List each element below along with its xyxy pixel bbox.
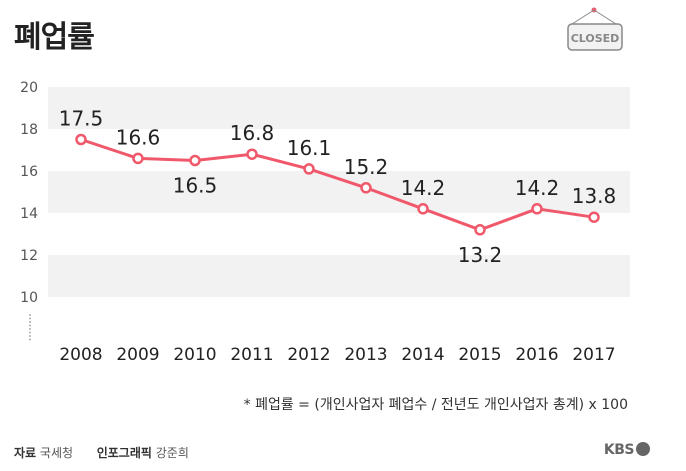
axis-break-dot xyxy=(29,321,31,323)
x-tick-label: 2008 xyxy=(59,345,102,365)
series-line xyxy=(79,138,596,232)
chart-title: 폐업률 xyxy=(14,20,95,55)
source-value: 국세청 xyxy=(39,446,74,460)
axis-break-dot xyxy=(29,338,31,341)
axis-break-dot xyxy=(29,335,31,337)
closed-sign-icon: CLOSED xyxy=(567,7,623,51)
x-tick-label: 2016 xyxy=(515,345,558,365)
background-bands xyxy=(48,87,630,297)
band xyxy=(48,87,630,129)
band xyxy=(48,255,630,297)
graphic-value: 강준희 xyxy=(155,446,189,460)
data-label: 13.2 xyxy=(458,243,503,267)
x-tick-label: 2012 xyxy=(287,345,330,365)
kbs-logo: KBS xyxy=(604,442,650,458)
data-label: 13.8 xyxy=(572,184,617,208)
x-axis-ticks: 2008 2009 2010 2011 2012 2013 2014 2015 2016 2017 xyxy=(59,345,615,365)
x-tick-label: 2011 xyxy=(230,345,273,365)
y-axis-ticks: 20 18 16 14 12 10 xyxy=(20,80,38,306)
closed-sign-text: CLOSED xyxy=(571,32,620,45)
data-point xyxy=(303,163,315,175)
y-tick-label: 10 xyxy=(20,290,38,306)
data-point xyxy=(417,203,429,215)
x-tick-label: 2009 xyxy=(116,345,159,365)
axis-break-dot xyxy=(29,317,31,320)
data-points xyxy=(75,133,600,236)
data-label: 14.2 xyxy=(515,176,560,200)
x-tick-label: 2017 xyxy=(572,345,615,365)
axis-break-dot xyxy=(29,324,31,327)
data-point xyxy=(75,133,87,146)
data-label: 14.2 xyxy=(401,176,446,200)
kbs-logo-dot-icon xyxy=(636,442,650,456)
y-tick-label: 12 xyxy=(20,248,38,264)
line-chart: 20 18 16 14 12 10 2008 2009 2010 2011 2012 2013 201… xyxy=(20,80,630,365)
data-label: 16.6 xyxy=(116,125,161,149)
data-label: 16.1 xyxy=(287,136,332,160)
graphic-label: 인포그래픽 xyxy=(96,446,152,460)
data-label: 16.5 xyxy=(173,174,218,198)
axis-break-dot xyxy=(29,328,31,330)
axis-break-dots xyxy=(29,314,31,341)
data-label: 15.2 xyxy=(344,155,389,179)
formula-note: * 폐업률 = (개인사업자 폐업수 / 전년도 개인사업자 총계) x 100 xyxy=(243,397,628,413)
y-tick-label: 14 xyxy=(20,206,38,222)
y-tick-label: 18 xyxy=(20,122,38,138)
data-label: 17.5 xyxy=(59,107,104,131)
data-point xyxy=(474,224,486,236)
x-tick-label: 2013 xyxy=(344,345,387,365)
data-point xyxy=(360,182,372,194)
y-tick-label: 20 xyxy=(20,80,38,96)
axis-break-dot xyxy=(29,331,31,334)
credits: 자료 국세청 인포그래픽 강준희 xyxy=(14,444,189,461)
data-point xyxy=(588,211,600,223)
kbs-logo-text: KBS xyxy=(603,442,635,458)
x-tick-label: 2015 xyxy=(458,345,501,365)
x-tick-label: 2014 xyxy=(401,345,444,365)
axis-break-dot xyxy=(29,314,31,316)
y-tick-label: 16 xyxy=(20,164,38,180)
source-label: 자료 xyxy=(14,446,37,460)
data-point xyxy=(132,152,144,165)
x-tick-label: 2010 xyxy=(173,345,216,365)
data-label: 16.8 xyxy=(230,121,275,145)
data-point xyxy=(189,154,201,167)
data-labels: 17.5 16.6 16.5 16.8 16.1 15.2 14.2 13.2 14.2 13.8 xyxy=(59,107,617,267)
data-point xyxy=(246,148,258,160)
data-point xyxy=(531,203,543,215)
